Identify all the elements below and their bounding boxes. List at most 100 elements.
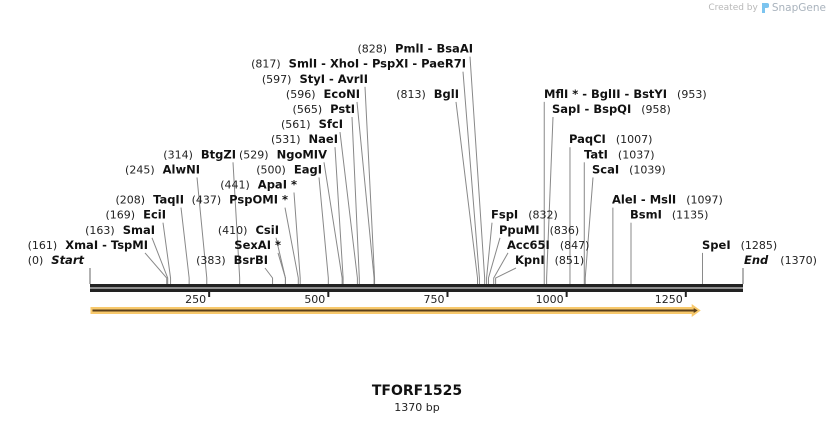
- enzyme-name[interactable]: NgoMIV: [277, 147, 327, 161]
- cut-position: (1097): [686, 194, 723, 207]
- backbone-bottom-strand: [90, 288, 743, 292]
- restriction-site[interactable]: PmlI - BsaAI (828): [357, 42, 473, 56]
- enzyme-name[interactable]: SmaI: [123, 223, 155, 237]
- cut-line: [351, 116, 360, 284]
- enzyme-name[interactable]: SapI - BspQI: [552, 102, 631, 116]
- restriction-site[interactable]: PstI (565): [293, 102, 355, 116]
- cut-position: (245): [125, 163, 155, 176]
- enzyme-name[interactable]: PmlI - BsaAI: [395, 42, 473, 56]
- enzyme-name[interactable]: SfcI: [319, 117, 343, 131]
- cut-position: (161): [28, 239, 58, 252]
- enzyme-name[interactable]: NaeI: [309, 132, 338, 146]
- enzyme-name[interactable]: XmaI - TspMI: [65, 238, 148, 252]
- cut-line: [584, 177, 594, 284]
- enzyme-name[interactable]: BtgZI: [201, 147, 236, 161]
- enzyme-name[interactable]: TaqII: [153, 193, 184, 207]
- enzyme-name[interactable]: ScaI: [592, 162, 619, 176]
- cut-position: (828): [357, 43, 387, 56]
- restriction-site[interactable]: KpnI (851): [515, 253, 584, 267]
- site-labels: XmaI - TspMI (161) SmaI (163) EciI (169) TaqII…: [28, 42, 817, 267]
- restriction-site[interactable]: SmaI (163): [85, 223, 155, 237]
- enzyme-name[interactable]: SexAI *: [234, 238, 281, 252]
- cut-position: (500): [256, 163, 286, 176]
- restriction-site[interactable]: NgoMIV (529): [239, 147, 327, 161]
- restriction-site[interactable]: Acc65I (847): [507, 238, 589, 252]
- enzyme-name[interactable]: StyI - AvrII: [299, 72, 368, 86]
- sequence-name: TFORF1525: [371, 383, 463, 399]
- restriction-site[interactable]: PaqCI (1007): [569, 132, 652, 146]
- restriction-site[interactable]: BtgZI (314): [163, 147, 236, 161]
- restriction-site[interactable]: PspOMI * (437): [192, 193, 288, 207]
- restriction-site[interactable]: AleI - MslI (1097): [612, 193, 723, 207]
- end-marker: End (1370): [744, 253, 817, 267]
- cut-line: [144, 252, 168, 284]
- cut-line: [232, 162, 241, 284]
- enzyme-name[interactable]: EciI: [143, 208, 166, 222]
- backbone-top-strand: [90, 284, 743, 288]
- restriction-site[interactable]: BglI (813): [396, 87, 459, 101]
- restriction-site[interactable]: TaqII (208): [115, 193, 184, 207]
- cut-line: [462, 71, 480, 284]
- cut-position: (163): [85, 224, 115, 237]
- enzyme-name[interactable]: EcoNI: [324, 87, 360, 101]
- enzyme-name[interactable]: MflI * - BglII - BstYI: [544, 87, 667, 101]
- enzyme-name[interactable]: ApaI *: [258, 178, 297, 192]
- restriction-site[interactable]: ApaI * (441): [220, 178, 297, 192]
- tick-mark: [446, 292, 449, 297]
- enzyme-name[interactable]: FspI: [491, 208, 518, 222]
- tick-label: 750: [423, 293, 444, 306]
- enzyme-name[interactable]: BsrBI: [234, 253, 268, 267]
- enzyme-name[interactable]: EagI: [294, 162, 322, 176]
- cut-line: [284, 207, 299, 284]
- enzyme-name[interactable]: PaqCI: [569, 132, 606, 146]
- restriction-site[interactable]: SpeI (1285): [702, 238, 777, 252]
- restriction-site[interactable]: SexAI *: [234, 238, 281, 252]
- enzyme-name[interactable]: SpeI: [702, 238, 731, 252]
- enzyme-name[interactable]: SmlI - XhoI - PspXI - PaeR7I: [289, 57, 466, 71]
- enzyme-name[interactable]: CsiI: [255, 223, 279, 237]
- cut-lines: [89, 56, 744, 284]
- restriction-site[interactable]: SapI - BspQI (958): [552, 102, 671, 116]
- restriction-site[interactable]: TatI (1037): [584, 147, 654, 161]
- restriction-site[interactable]: CsiI (410): [218, 223, 279, 237]
- restriction-site[interactable]: PpuMI (836): [499, 223, 579, 237]
- restriction-site[interactable]: EcoNI (596): [286, 87, 360, 101]
- cut-line: [495, 267, 517, 284]
- credit-brand: SnapGene: [771, 2, 826, 14]
- enzyme-name[interactable]: KpnI: [515, 253, 545, 267]
- cut-position: (561): [281, 118, 311, 131]
- restriction-site[interactable]: EciI (169): [106, 208, 167, 222]
- restriction-site[interactable]: SfcI (561): [281, 117, 343, 131]
- enzyme-name[interactable]: AlwNI: [163, 162, 200, 176]
- restriction-site[interactable]: NaeI (531): [271, 132, 338, 146]
- cut-position: (169): [106, 209, 136, 222]
- enzyme-name[interactable]: PstI: [330, 102, 355, 116]
- enzyme-name[interactable]: AleI - MslI: [612, 193, 676, 207]
- restriction-site[interactable]: BsrBI (383): [196, 253, 268, 267]
- cut-position: (531): [271, 133, 301, 146]
- start-label: Start: [51, 253, 84, 267]
- sequence-map: XmaI - TspMI (161) SmaI (163) EciI (169) TaqII…: [28, 42, 817, 317]
- enzyme-name[interactable]: PspOMI *: [229, 193, 288, 207]
- restriction-site[interactable]: SmlI - XhoI - PspXI - PaeR7I (817): [251, 57, 466, 71]
- restriction-site[interactable]: XmaI - TspMI (161): [28, 238, 148, 252]
- feature-arrow[interactable]: [90, 304, 701, 317]
- restriction-site[interactable]: FspI (832): [491, 208, 558, 222]
- enzyme-name[interactable]: TatI: [584, 147, 608, 161]
- tick-label: 500: [304, 293, 325, 306]
- restriction-site[interactable]: AlwNI (245): [125, 162, 200, 176]
- snapgene-credit: Created by SnapGene: [708, 2, 826, 14]
- restriction-site[interactable]: ScaI (1039): [592, 162, 666, 176]
- restriction-site[interactable]: StyI - AvrII (597): [262, 72, 368, 86]
- tick-label: 1250: [655, 293, 683, 306]
- enzyme-name[interactable]: BglI: [434, 87, 459, 101]
- cut-position: (208): [115, 194, 145, 207]
- enzyme-name[interactable]: PpuMI: [499, 223, 540, 237]
- restriction-site[interactable]: EagI (500): [256, 162, 322, 176]
- enzyme-name[interactable]: Acc65I: [507, 238, 550, 252]
- cut-position: (565): [293, 103, 323, 116]
- cut-line: [469, 56, 486, 284]
- enzyme-name[interactable]: BsmI: [630, 208, 662, 222]
- restriction-site[interactable]: MflI * - BglII - BstYI (953): [544, 87, 707, 101]
- restriction-site[interactable]: BsmI (1135): [630, 208, 708, 222]
